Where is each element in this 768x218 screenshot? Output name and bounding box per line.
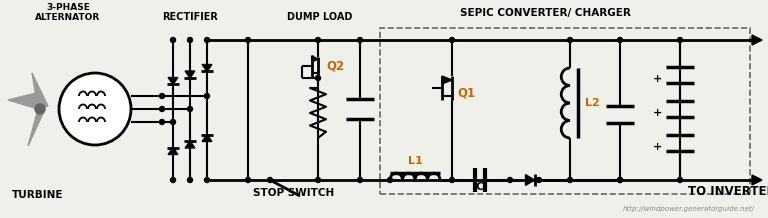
Text: C: C xyxy=(476,182,484,192)
Circle shape xyxy=(187,177,193,182)
Circle shape xyxy=(160,94,164,99)
Circle shape xyxy=(35,104,45,114)
Circle shape xyxy=(246,37,250,43)
Circle shape xyxy=(316,75,320,80)
Circle shape xyxy=(508,177,512,182)
Text: SEPIC CONVERTER/ CHARGER: SEPIC CONVERTER/ CHARGER xyxy=(459,8,631,18)
Text: TURBINE: TURBINE xyxy=(12,190,64,200)
Text: TO INVERTER: TO INVERTER xyxy=(688,185,768,198)
Circle shape xyxy=(204,94,210,99)
Text: STOP SWITCH: STOP SWITCH xyxy=(253,188,335,198)
Text: DUMP LOAD: DUMP LOAD xyxy=(287,12,353,22)
Circle shape xyxy=(170,177,176,182)
Circle shape xyxy=(160,107,164,111)
Text: L2: L2 xyxy=(585,98,600,108)
Circle shape xyxy=(267,177,273,182)
Circle shape xyxy=(357,37,362,43)
Text: L1: L1 xyxy=(408,156,422,166)
Circle shape xyxy=(170,119,176,124)
Polygon shape xyxy=(202,135,212,141)
Polygon shape xyxy=(752,175,762,185)
Circle shape xyxy=(204,177,210,182)
Text: Q1: Q1 xyxy=(457,87,475,99)
Polygon shape xyxy=(185,141,195,148)
Circle shape xyxy=(677,37,683,43)
Circle shape xyxy=(617,177,623,182)
Polygon shape xyxy=(752,35,762,45)
Polygon shape xyxy=(32,73,48,109)
Circle shape xyxy=(187,107,193,111)
Circle shape xyxy=(316,177,320,182)
Circle shape xyxy=(449,177,455,182)
Circle shape xyxy=(316,37,320,43)
Circle shape xyxy=(357,177,362,182)
Bar xyxy=(380,28,750,194)
Circle shape xyxy=(449,37,455,43)
Text: 3-PHASE
ALTERNATOR: 3-PHASE ALTERNATOR xyxy=(35,3,101,22)
Polygon shape xyxy=(185,71,195,78)
Text: +: + xyxy=(654,142,663,152)
Polygon shape xyxy=(168,148,178,155)
Circle shape xyxy=(246,177,250,182)
Circle shape xyxy=(170,37,176,43)
Circle shape xyxy=(388,177,392,182)
Circle shape xyxy=(537,177,541,182)
Polygon shape xyxy=(8,92,40,109)
Circle shape xyxy=(59,73,131,145)
Circle shape xyxy=(568,177,572,182)
Circle shape xyxy=(568,37,572,43)
Text: Q2: Q2 xyxy=(326,60,344,73)
Polygon shape xyxy=(202,65,212,72)
Text: RECTIFIER: RECTIFIER xyxy=(162,12,218,22)
Circle shape xyxy=(617,177,623,182)
Polygon shape xyxy=(525,175,535,185)
Circle shape xyxy=(160,119,164,124)
Text: +: + xyxy=(654,74,663,84)
Circle shape xyxy=(187,37,193,43)
Polygon shape xyxy=(442,76,452,84)
Circle shape xyxy=(617,37,623,43)
Text: http://windpower.generatorguide.net/: http://windpower.generatorguide.net/ xyxy=(623,206,755,212)
Polygon shape xyxy=(312,56,318,62)
Circle shape xyxy=(204,37,210,43)
Polygon shape xyxy=(28,109,45,146)
Circle shape xyxy=(677,177,683,182)
Text: +: + xyxy=(654,108,663,118)
Polygon shape xyxy=(168,78,178,85)
